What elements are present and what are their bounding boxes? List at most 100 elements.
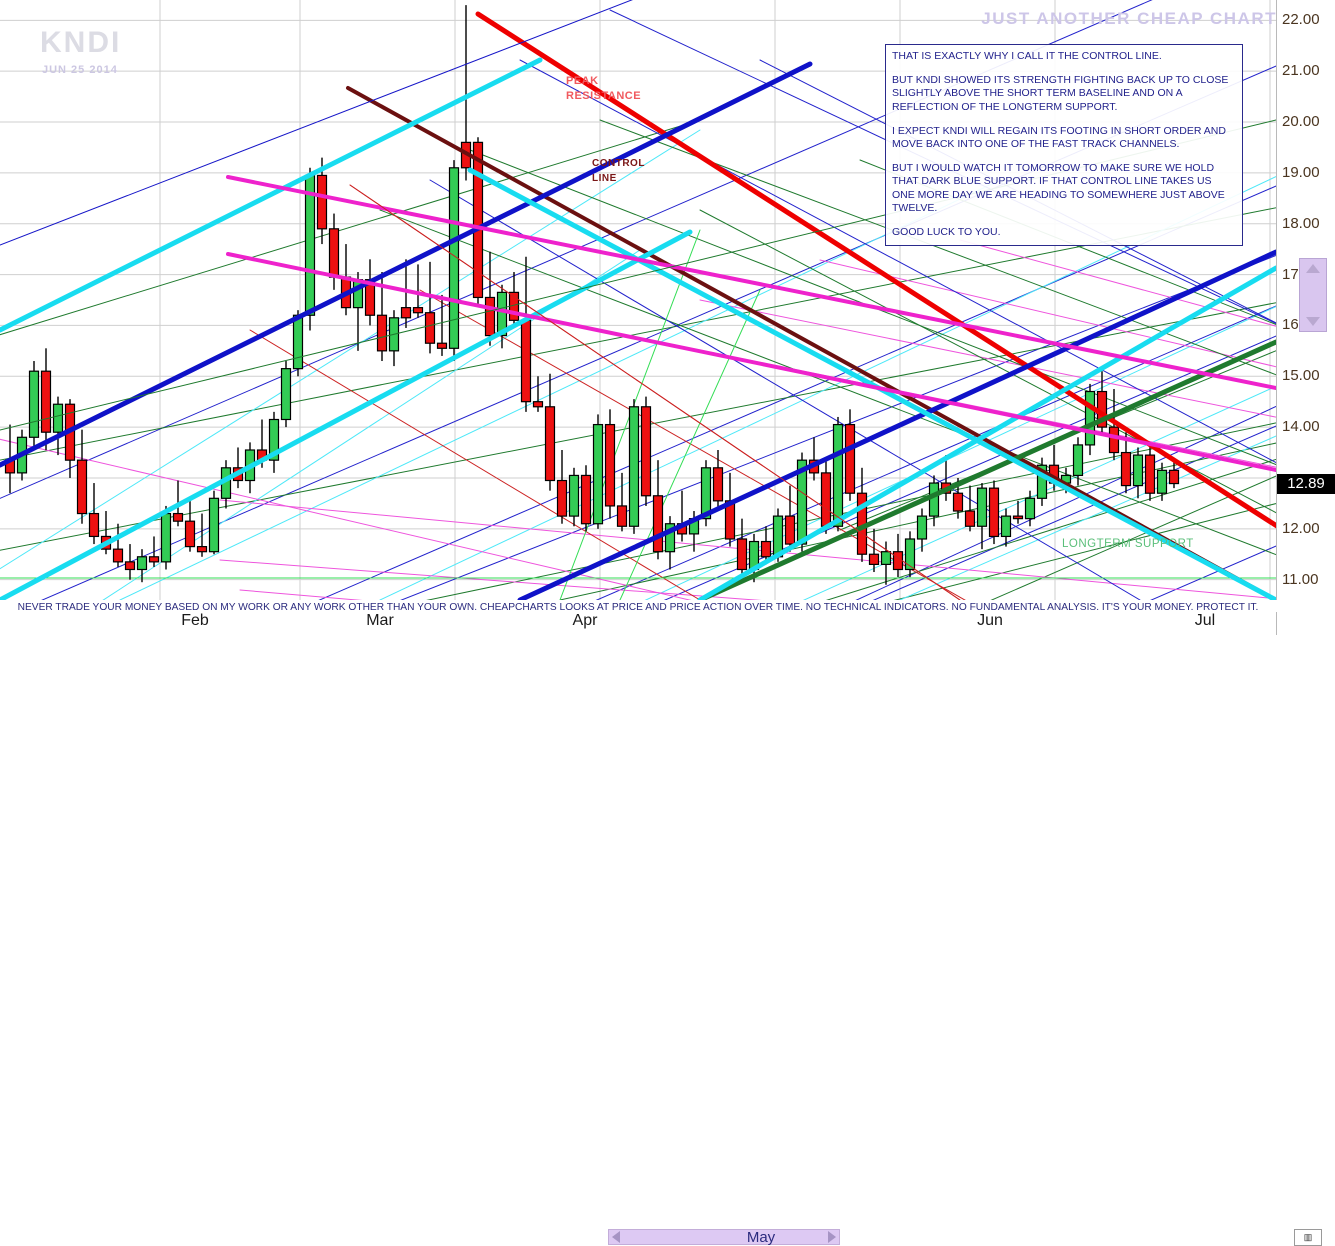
channel-line xyxy=(429,179,1141,600)
candle-body xyxy=(1132,454,1144,487)
candle-body xyxy=(496,291,508,337)
candle-body xyxy=(40,370,52,433)
trendline-red-thin-1 xyxy=(349,184,961,600)
scroll-up-arrow-icon[interactable] xyxy=(1306,264,1320,273)
channel-line xyxy=(219,559,762,600)
candle-body xyxy=(904,538,916,571)
trendline-dark-blue-support xyxy=(0,61,813,468)
candle-body xyxy=(136,556,148,571)
channel-line xyxy=(699,209,1276,514)
time-tick: Jun xyxy=(977,612,1003,629)
price-tick: 15.00 xyxy=(1282,367,1320,385)
channel-line xyxy=(0,119,701,336)
candle-body xyxy=(484,296,496,337)
vertical-scrollbar[interactable] xyxy=(1299,258,1327,332)
candle-body xyxy=(376,314,388,352)
horizontal-scrollbar[interactable]: May xyxy=(608,1229,840,1246)
candle-body xyxy=(28,370,40,438)
channel-line xyxy=(239,589,363,600)
candle-body xyxy=(556,479,568,517)
channel-line xyxy=(119,179,1001,600)
candle-body xyxy=(820,472,832,527)
price-axis[interactable]: 22.0021.0020.0019.0018.0017.0016.0015.00… xyxy=(1276,0,1335,600)
candle-body xyxy=(1012,515,1024,520)
candle-body xyxy=(328,228,340,278)
channel-line xyxy=(379,209,1276,556)
candle-body xyxy=(544,406,556,482)
time-tick: Feb xyxy=(181,612,209,629)
candle-body xyxy=(868,553,880,566)
time-tick: Mar xyxy=(366,612,394,629)
control-line-label: CONTROL LINE xyxy=(592,158,645,184)
candle-body xyxy=(112,548,124,563)
candle-body xyxy=(952,492,964,512)
price-tick: 19.00 xyxy=(1282,163,1320,181)
candle-body xyxy=(520,319,532,403)
trendline-blue-thin-1 xyxy=(0,0,633,246)
candle-body xyxy=(184,520,196,548)
resize-grip-icon[interactable]: ▥ xyxy=(1294,1229,1322,1246)
time-axis[interactable]: FebMarAprMayJunJul May ▥ xyxy=(0,612,1335,1246)
candle-body xyxy=(964,510,976,527)
channel-line xyxy=(519,59,1276,464)
price-tick: 22.00 xyxy=(1282,11,1320,29)
trendline-longterm-support xyxy=(697,339,1276,600)
candle-body xyxy=(1036,464,1048,499)
channel-line xyxy=(0,207,1276,461)
scroll-down-arrow-icon[interactable] xyxy=(1306,317,1320,326)
longterm-support-label: LONGTERM SUPPORT xyxy=(1062,538,1194,550)
candle-body xyxy=(844,423,856,494)
channel-line xyxy=(819,259,1276,368)
channel-line xyxy=(990,475,1276,600)
candle-body xyxy=(472,141,484,299)
scroll-right-arrow-icon[interactable] xyxy=(828,1231,836,1243)
candle-body xyxy=(916,515,928,540)
channel-line xyxy=(0,438,692,600)
trendline-magenta-2 xyxy=(226,252,1276,472)
candle-body xyxy=(1024,497,1036,520)
candle-body xyxy=(292,314,304,370)
channel-line xyxy=(0,0,1153,499)
channel-line xyxy=(699,299,1276,418)
candle-body xyxy=(1072,444,1084,477)
candle-body xyxy=(424,312,436,344)
price-tick: 14.00 xyxy=(1282,418,1320,436)
channel-line xyxy=(872,425,1276,600)
candle-body xyxy=(580,474,592,525)
note-paragraph: I EXPECT KNDI WILL REGAIN ITS FOOTING IN… xyxy=(892,124,1226,151)
channel-line xyxy=(426,422,1276,600)
candle-body xyxy=(532,401,544,408)
scrollbar-month-label: May xyxy=(746,1229,776,1246)
price-tick: 12.00 xyxy=(1282,519,1320,537)
candle-body xyxy=(616,505,628,527)
analysis-note-box: THAT IS EXACTLY WHY I CALL IT THE CONTRO… xyxy=(885,44,1243,247)
candle-body xyxy=(928,482,940,517)
candle-body xyxy=(1084,390,1096,446)
candle-body xyxy=(976,487,988,527)
candle-body xyxy=(1120,451,1132,487)
axis-divider xyxy=(1276,612,1277,635)
candle-body xyxy=(988,487,1000,538)
trendline-cyan-fast-2 xyxy=(0,229,693,600)
trendline-dark-blue-2 xyxy=(517,249,1276,600)
candle-body xyxy=(316,174,328,230)
channel-line xyxy=(419,289,966,600)
candle-body xyxy=(880,551,892,566)
last-price-badge: 12.89 xyxy=(1277,473,1335,494)
candle-body xyxy=(700,467,712,520)
candle-body xyxy=(172,512,184,522)
channel-line xyxy=(825,458,1276,600)
ticker-watermark: KNDI xyxy=(40,26,122,59)
candle-body xyxy=(592,423,604,525)
candle-body xyxy=(760,540,772,558)
candle-body xyxy=(304,174,316,316)
channel-line xyxy=(249,329,701,600)
candle-body xyxy=(652,495,664,553)
candle-body xyxy=(892,551,904,571)
chart-title-watermark: JUST ANOTHER CHEAP CHART xyxy=(981,9,1277,28)
price-tick: 20.00 xyxy=(1282,113,1320,131)
candle-body xyxy=(640,406,652,497)
candle-body xyxy=(436,342,448,349)
candle-body xyxy=(1156,469,1168,494)
candle-body xyxy=(76,459,88,515)
